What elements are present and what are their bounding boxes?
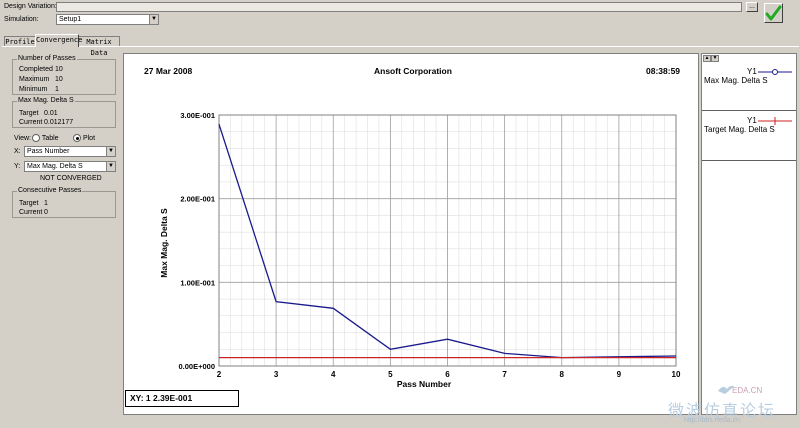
legend-panel: ▲ ▼ Y1 Max Mag. Delta S Y1 Target Mag. D… xyxy=(701,53,797,415)
chevron-down-icon: ▼ xyxy=(106,147,115,156)
browse-button[interactable]: ... xyxy=(746,2,758,12)
apply-button[interactable] xyxy=(764,3,783,23)
watermark: EDA.CN 微波仿真论坛 http://bbs.rfeda.cn xyxy=(662,378,798,426)
y-tick-label: 2.00E-001 xyxy=(180,195,215,204)
x-axis-title: Pass Number xyxy=(397,379,452,389)
checkmark-icon xyxy=(765,5,782,21)
arrow-down-icon: ▼ xyxy=(712,55,718,61)
simulation-value: Setup1 xyxy=(59,16,82,23)
view-label: View: xyxy=(14,135,31,142)
legend-series-2: Y1 xyxy=(747,116,757,125)
tab-divider xyxy=(2,46,799,47)
x-axis-label: X: xyxy=(14,148,21,155)
radio-table-icon xyxy=(32,134,40,142)
radio-plot-icon xyxy=(73,134,81,142)
plot-company: Ansoft Corporation xyxy=(374,66,452,76)
x-axis-value: Pass Number xyxy=(27,148,70,155)
chart-series xyxy=(218,124,677,359)
legend-scroll-up-button[interactable]: ▲ xyxy=(703,55,711,62)
view-plot-label: Plot xyxy=(82,134,96,142)
arrow-up-icon: ▲ xyxy=(704,55,710,61)
legend-line-tick-icon xyxy=(758,117,792,125)
completed-label: Completed xyxy=(19,66,53,73)
x-tick-label: 5 xyxy=(388,370,393,379)
maximum-label: Maximum xyxy=(19,76,50,83)
legend-scroll-down-button[interactable]: ▼ xyxy=(711,55,719,62)
consecutive-title: Consecutive Passes xyxy=(17,187,83,194)
y-axis-label: Y: xyxy=(14,163,21,170)
x-tick-label: 3 xyxy=(274,370,279,379)
y-axis-select[interactable]: Max Mag. Delta S ▼ xyxy=(24,161,116,172)
x-tick-label: 2 xyxy=(217,370,222,379)
xy-readout: XY: 1 2.39E-001 xyxy=(125,390,239,407)
completed-value: 10 xyxy=(55,66,63,73)
legend-entry-target-delta[interactable]: Y1 Target Mag. Delta S xyxy=(702,112,796,161)
convergence-status: NOT CONVERGED xyxy=(40,175,102,182)
convergence-chart: 2 3 4 5 6 7 8 9 10 0.00E+000 1.00E-001 2.00E-001 3.… xyxy=(159,111,681,389)
legend-name-2: Target Mag. Delta S xyxy=(704,125,775,134)
passes-group: Number of Passes Completed 10 Maximum 10… xyxy=(12,55,116,95)
plot-frame xyxy=(218,114,677,367)
chevron-down-icon: ▼ xyxy=(149,15,158,24)
chart-grid xyxy=(218,114,677,367)
legend-line-circle-icon xyxy=(758,69,792,75)
legend-name-1: Max Mag. Delta S xyxy=(704,76,768,85)
watermark-line2: 微波仿真论坛 xyxy=(668,401,777,420)
view-table-label: Table xyxy=(41,134,59,142)
consecutive-group: Consecutive Passes Target 1 Current 0 xyxy=(12,187,116,218)
x-tick-label: 6 xyxy=(445,370,450,379)
legend-series-1: Y1 xyxy=(747,67,757,76)
y-axis-title: Max Mag. Delta S xyxy=(159,208,169,278)
chevron-down-icon: ▼ xyxy=(106,162,115,171)
delta-current-value: 0.012177 xyxy=(44,119,74,126)
delta-target-value: 0.01 xyxy=(44,110,58,117)
consec-current-label: Current xyxy=(19,209,43,216)
consec-target-value: 1 xyxy=(44,200,48,207)
minimum-label: Minimum xyxy=(19,86,48,93)
tab-convergence[interactable]: Convergence xyxy=(35,34,82,47)
maximum-value: 10 xyxy=(55,76,63,83)
watermark-line3: http://bbs.rfeda.cn xyxy=(684,417,741,424)
design-variation-label: Design Variation: xyxy=(4,3,57,10)
y-tick-label: 0.00E+000 xyxy=(179,362,216,371)
x-tick-label: 9 xyxy=(617,370,622,379)
simulation-label: Simulation: xyxy=(4,16,39,23)
plot-date: 27 Mar 2008 xyxy=(144,66,193,76)
minimum-value: 1 xyxy=(55,86,59,93)
y-tick-labels: 0.00E+000 1.00E-001 2.00E-001 3.00E-001 xyxy=(179,111,216,371)
delta-title: Max Mag. Delta S xyxy=(17,97,75,104)
x-tick-label: 7 xyxy=(502,370,507,379)
plot-time: 08:38:59 xyxy=(646,66,681,76)
bird-logo-icon xyxy=(718,385,734,394)
delta-current-label: Current xyxy=(19,119,43,126)
view-table-option[interactable]: Table xyxy=(32,134,59,142)
x-tick-labels: 2 3 4 5 6 7 8 9 10 xyxy=(217,370,681,379)
simulation-select[interactable]: Setup1 ▼ xyxy=(56,14,159,25)
consec-target-label: Target xyxy=(19,200,39,207)
x-tick-label: 10 xyxy=(672,370,681,379)
y-tick-label: 1.00E-001 xyxy=(180,278,215,287)
delta-group: Max Mag. Delta S Target 0.01 Current 0.0… xyxy=(12,97,116,128)
y-tick-label: 3.00E-001 xyxy=(180,111,215,120)
watermark-line1: EDA.CN xyxy=(732,386,763,395)
x-tick-label: 8 xyxy=(560,370,565,379)
legend-entry-max-delta[interactable]: Y1 Max Mag. Delta S xyxy=(702,64,796,111)
consec-current-value: 0 xyxy=(44,209,48,216)
view-plot-option[interactable]: Plot xyxy=(73,134,95,142)
y-axis-value: Max Mag. Delta S xyxy=(27,163,83,170)
x-tick-label: 4 xyxy=(331,370,336,379)
x-axis-select[interactable]: Pass Number ▼ xyxy=(24,146,116,157)
design-variation-field[interactable] xyxy=(56,2,742,12)
delta-target-label: Target xyxy=(19,110,39,117)
passes-title: Number of Passes xyxy=(17,55,77,62)
